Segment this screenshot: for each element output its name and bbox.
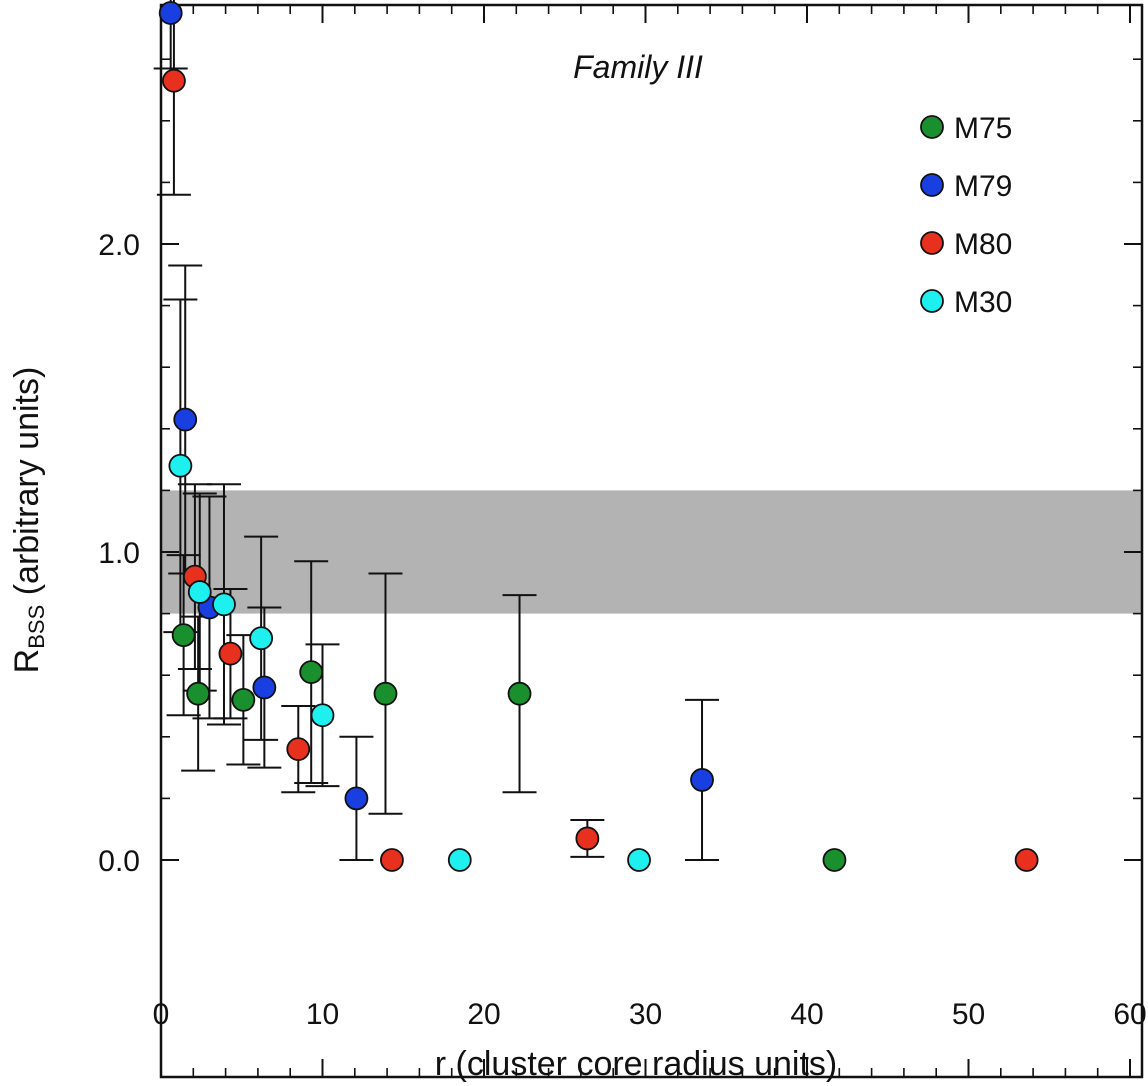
m80-data-point xyxy=(1014,848,1039,872)
reference-band-layer xyxy=(161,490,1142,614)
m75-data-point xyxy=(231,687,256,712)
y-axis-title: RBSS (arbitrary units) xyxy=(8,367,49,674)
m80-data-point xyxy=(162,68,186,93)
m79-data-point xyxy=(252,675,277,700)
m79-data-point xyxy=(173,407,198,432)
m30-data-point xyxy=(212,592,236,617)
m30-data-point xyxy=(447,848,472,872)
legend-label-m30: M30 xyxy=(954,286,1012,319)
m30-data-point xyxy=(627,848,651,872)
legend-marker-m30 xyxy=(920,289,944,313)
x-tick-label: 50 xyxy=(952,998,985,1031)
x-tick-label: 30 xyxy=(629,998,662,1031)
legend-label-m75: M75 xyxy=(954,112,1012,145)
legend-marker-m79 xyxy=(920,173,944,197)
legend-label-m80: M80 xyxy=(954,228,1012,261)
m80-data-point xyxy=(380,848,404,872)
x-tick-label: 0 xyxy=(153,998,170,1031)
m75-data-point xyxy=(171,623,196,648)
legend-marker-m80 xyxy=(920,231,944,255)
points-layer xyxy=(158,1,1039,872)
x-axis-title: r (cluster core radius units) xyxy=(435,1045,837,1083)
x-tick-label: 40 xyxy=(790,998,823,1031)
y-axis-title-subscript: BSS xyxy=(24,605,49,649)
m79-data-point xyxy=(158,1,183,25)
reference-band xyxy=(161,490,1142,614)
x-tick-label: 60 xyxy=(1113,998,1146,1031)
legend-label-m79: M79 xyxy=(954,170,1012,203)
y-tick-label: 0.0 xyxy=(98,845,140,878)
m80-data-point xyxy=(218,641,243,666)
m80-data-point xyxy=(575,826,600,851)
m75-data-point xyxy=(507,681,532,706)
y-axis-title-rest: (arbitrary units) xyxy=(8,367,46,605)
y-tick-label: 1.0 xyxy=(98,537,140,570)
m30-data-point xyxy=(168,453,193,478)
legend-marker-m75 xyxy=(920,115,944,139)
m79-data-point xyxy=(690,768,714,792)
m75-data-point xyxy=(299,660,324,685)
y-tick-label: 2.0 xyxy=(98,229,140,262)
y-axis-title-main: R xyxy=(8,649,46,674)
family-annotation: Family III xyxy=(573,49,703,85)
errorbar-layer xyxy=(153,0,720,861)
x-tick-label: 20 xyxy=(467,998,500,1031)
legend: M75 M79 M80 M30 xyxy=(920,112,1012,319)
m75-data-point xyxy=(822,848,847,872)
m75-data-point xyxy=(373,681,398,706)
plot-frame xyxy=(159,3,1144,1079)
m75-data-point xyxy=(186,681,211,706)
m30-data-point xyxy=(249,626,274,651)
m30-data-point xyxy=(310,703,335,728)
m80-data-point xyxy=(286,737,311,762)
m79-data-point xyxy=(344,786,369,811)
m30-data-point xyxy=(187,580,212,604)
x-tick-label: 10 xyxy=(306,998,339,1031)
